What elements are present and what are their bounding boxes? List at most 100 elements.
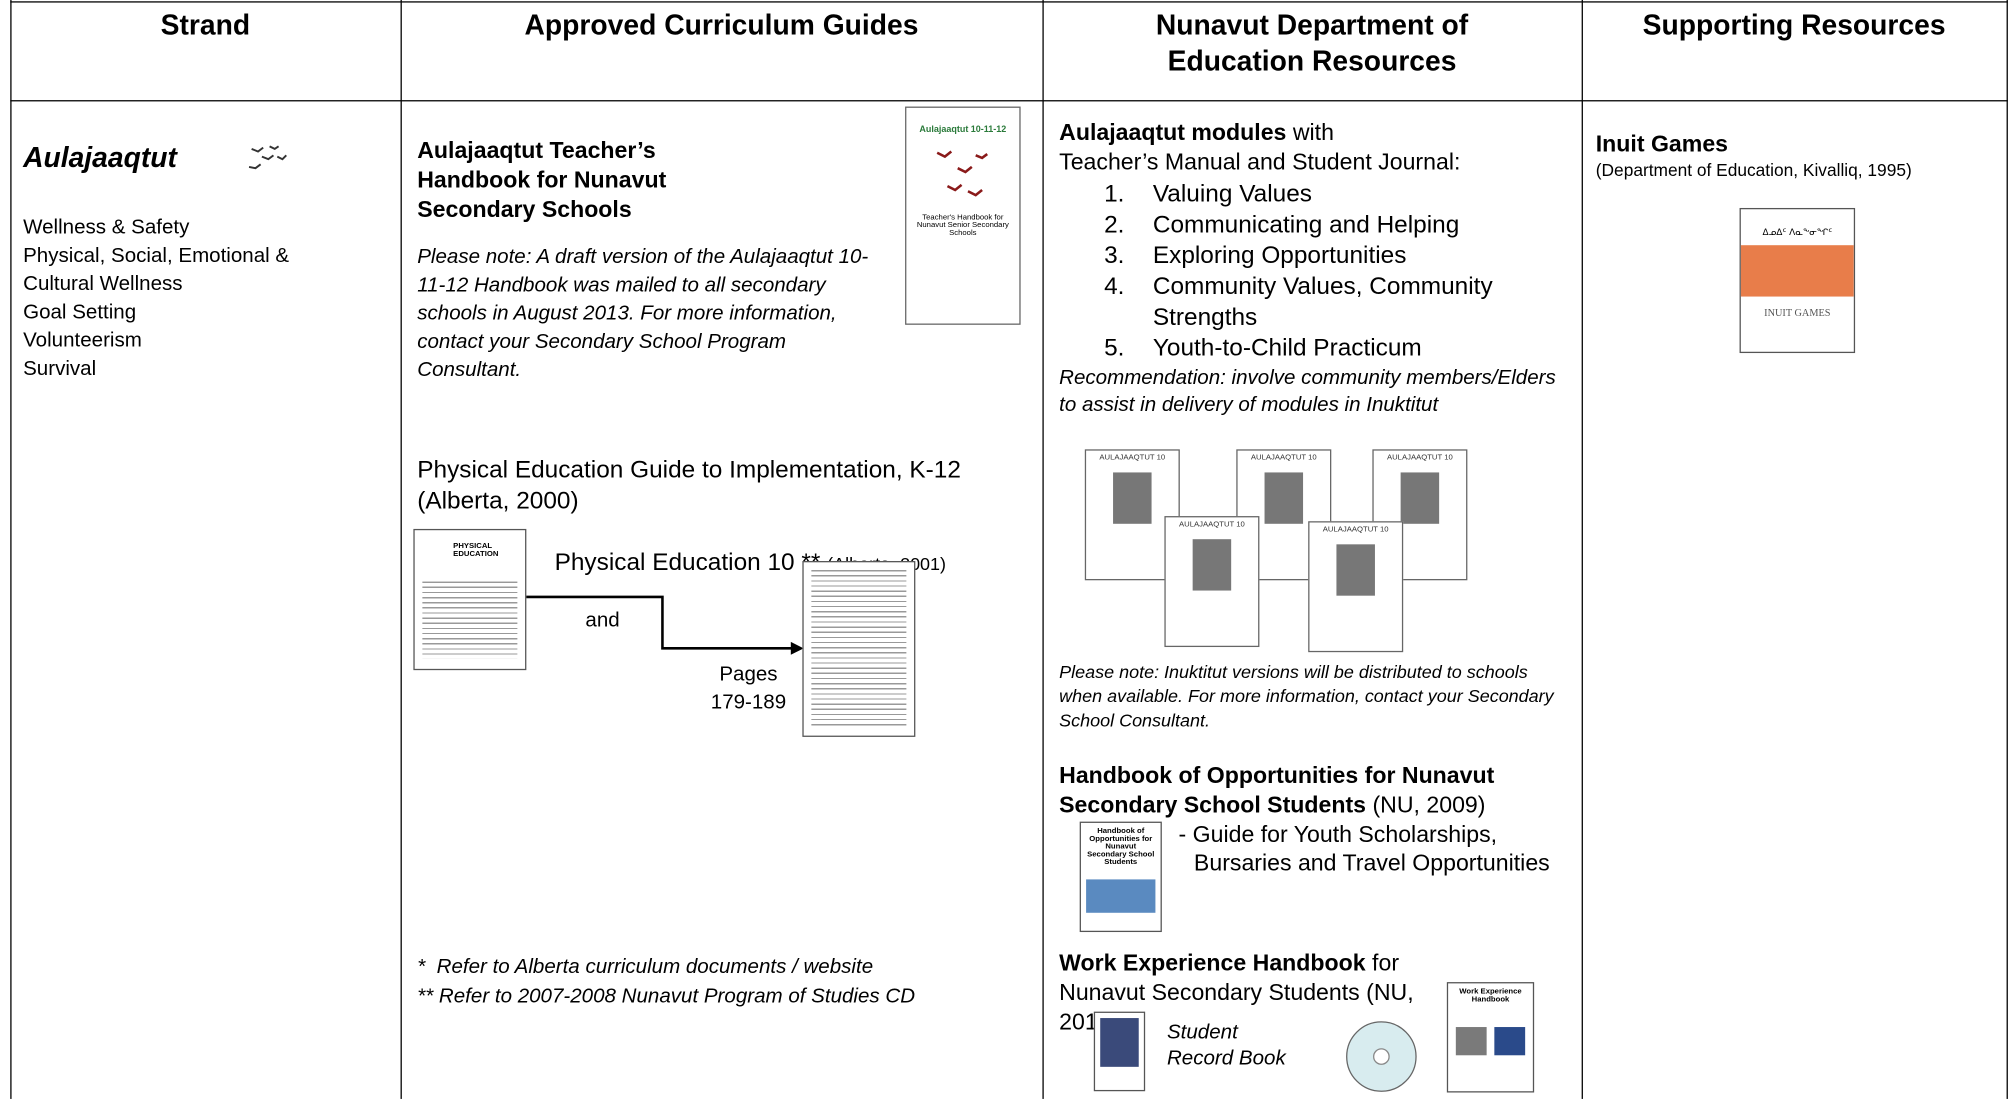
topic: Volunteerism — [23, 329, 142, 352]
text-lines — [422, 581, 518, 659]
inuit-games-source: (Department of Education, Kivalliq, 1995… — [1595, 160, 1912, 180]
cover-photo — [1336, 544, 1375, 596]
border — [2006, 0, 2008, 1099]
border — [1042, 0, 1044, 1099]
module-number: 2. — [1104, 211, 1125, 239]
cover-title: AULAJAAQTUT 10 — [1179, 521, 1245, 529]
module-name: Exploring Opportunities — [1152, 242, 1407, 270]
pe10-title: Physical Education 10 ** — [554, 549, 821, 577]
record-book-cover — [1093, 1011, 1146, 1092]
module-name: Community Values, Community Strengths — [1152, 273, 1493, 332]
cover-title: PHYSICAL EDUCATION — [453, 543, 499, 559]
pages-label: Pages — [719, 663, 778, 686]
column-header: Nunavut Department of Education Resource… — [1155, 8, 1469, 78]
connector-arrow — [526, 595, 804, 655]
column-header: Supporting Resources — [1642, 8, 1946, 42]
opportunities-cover: Handbook of Opportunities for Nunavut Se… — [1079, 821, 1162, 933]
cover-title: AULAJAAQTUT 10 — [1099, 454, 1166, 463]
record-book-label: Student Record Book — [1166, 1021, 1286, 1070]
cover-title: AULAJAAQTUT 10 — [1250, 454, 1317, 463]
border — [10, 0, 12, 1099]
column-header: Approved Curriculum Guides — [524, 8, 919, 42]
module-name: Communicating and Helping — [1152, 211, 1460, 239]
pages-range: 179-189 — [710, 691, 787, 714]
strand-title: Aulajaaqtut — [23, 141, 177, 174]
cover-photo — [1494, 1027, 1526, 1056]
module-number: 1. — [1104, 181, 1125, 208]
cover-photo — [1740, 245, 1854, 297]
cover-photo — [1455, 1027, 1487, 1056]
cover-photo — [1192, 539, 1232, 591]
opportunities-source: (NU, 2009) — [1372, 792, 1486, 818]
text-lines — [811, 570, 907, 728]
inuktitut-note: Please note: Inuktitut versions will be … — [1059, 661, 1554, 731]
opportunities-heading: Handbook of Opportunities for Nunavut Se… — [1059, 761, 1573, 820]
handbook-note: Please note: A draft version of the Aula… — [417, 246, 869, 382]
module-item: 1. Valuing Values — [1104, 180, 1566, 211]
cover-title: Handbook of Opportunities for Nunavut Se… — [1087, 828, 1155, 867]
pages-ref: Pages 179-189 — [704, 661, 794, 717]
cover-photo — [1264, 472, 1304, 524]
module-cover: AULAJAAQTUT 10 — [1084, 449, 1180, 581]
module-name: Youth-to-Child Practicum — [1152, 335, 1422, 363]
cover-title: Work Experience Handbook — [1459, 988, 1522, 1004]
inuit-games-cover: ᐃᓄᐃᑦ ᐱᓇᖕᓂᖏᑦ INUIT GAMES — [1739, 207, 1856, 354]
topic-list: Wellness & Safety Physical, Social, Emot… — [23, 214, 382, 383]
module-list: 1. Valuing Values 2. Communicating and Help… — [1104, 180, 1566, 365]
opportunities-description: - Guide for Youth Scholarships, Bursarie… — [1178, 821, 1550, 876]
module-name: Valuing Values — [1152, 181, 1312, 208]
module-item: 3. Exploring Opportunities — [1104, 241, 1566, 272]
cover-title: AULAJAAQTUT 10 — [1386, 454, 1453, 463]
module-item: 2. Communicating and Helping — [1104, 211, 1566, 242]
footnote: * Refer to Alberta curriculum documents … — [417, 956, 874, 979]
handbook-title: Aulajaaqtut Teacher’s Handbook for Nunav… — [417, 137, 667, 223]
topic: Physical, Social, Emotional & Cultural W… — [23, 245, 290, 296]
pe-guide: Physical Education Guide to Implementati… — [417, 457, 961, 515]
module-covers: AULAJAAQTUT 10 AULAJAAQTUT 10 AULAJAAQTUT … — [1084, 449, 1470, 653]
cover-title: INUIT GAMES — [1764, 306, 1831, 319]
cover-subtitle: Teacher's Handbook for Nunavut Senior Se… — [916, 214, 1009, 238]
cover-photo — [1113, 472, 1152, 524]
work-cover: Work Experience Handbook — [1446, 982, 1535, 1093]
pe10-cover — [802, 561, 916, 737]
modules-title: Aulajaaqtut modules — [1059, 119, 1287, 146]
topic: Goal Setting — [23, 301, 137, 324]
connector-label: and — [585, 609, 620, 632]
border — [1581, 0, 1583, 1099]
module-number: 4. — [1104, 273, 1125, 301]
cover-photo — [1400, 472, 1440, 524]
module-item: 4. Community Values, Community Strengths — [1104, 272, 1566, 334]
opportunities-title: Handbook of Opportunities for Nunavut Se… — [1059, 762, 1495, 818]
cover-photo — [1086, 879, 1156, 913]
cover-title: AULAJAAQTUT 10 — [1322, 526, 1389, 535]
border — [10, 1, 2008, 3]
border — [400, 0, 402, 1099]
handbook-block: Aulajaaqtut 10-11-12 Teacher's Handbook … — [417, 106, 1021, 385]
cover-title: Aulajaaqtut 10-11-12 — [919, 125, 1007, 135]
pe-guide-cover: PHYSICAL EDUCATION — [413, 528, 527, 671]
handbook-cover: Aulajaaqtut 10-11-12 Teacher's Handbook … — [905, 106, 1021, 325]
cd-image — [1346, 1021, 1417, 1092]
recommendation: Recommendation: involve community member… — [1059, 367, 1556, 416]
module-cover: AULAJAAQTUT 10 — [1308, 521, 1404, 653]
cover-syllabics: ᐃᓄᐃᑦ ᐱᓇᖕᓂᖏᑦ — [1762, 227, 1833, 238]
work-heading: Work Experience Handbook for Nunavut Sec… — [1059, 949, 1444, 1038]
modules-subtitle: Teacher’s Manual and Student Journal: — [1059, 148, 1461, 175]
footnote: ** Refer to 2007-2008 Nunavut Program of… — [417, 985, 916, 1008]
module-number: 3. — [1104, 242, 1125, 270]
modules-suffix: with — [1292, 119, 1334, 146]
bird-icon — [248, 145, 287, 170]
module-cover: AULAJAAQTUT 10 — [1164, 516, 1260, 648]
modules-heading: Aulajaaqtut modules with Teacher’s Manua… — [1059, 118, 1573, 177]
module-item: 5. Youth-to-Child Practicum — [1104, 334, 1566, 365]
module-number: 5. — [1104, 335, 1125, 363]
topic: Survival — [23, 358, 97, 381]
border — [10, 100, 2008, 102]
geese-art — [936, 150, 989, 197]
topic: Wellness & Safety — [23, 216, 190, 239]
inuit-games-title: Inuit Games — [1595, 130, 1729, 157]
work-title: Work Experience Handbook — [1059, 950, 1366, 976]
